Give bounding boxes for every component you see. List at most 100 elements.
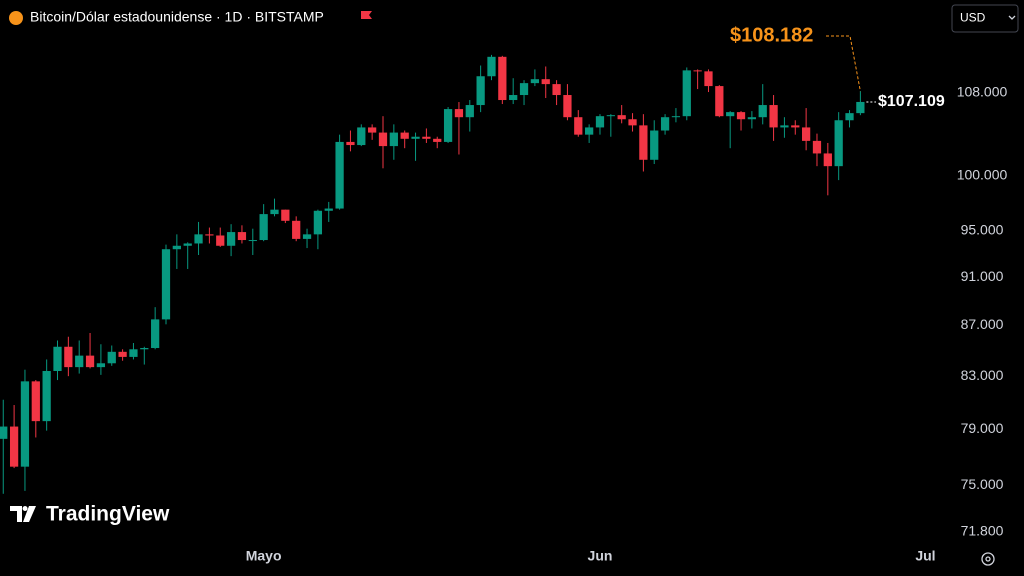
candle-body	[693, 70, 702, 72]
candle-body	[313, 210, 323, 235]
candle-body	[118, 351, 127, 357]
candle-body	[237, 232, 247, 241]
candle-body	[660, 117, 670, 131]
candle-body	[606, 115, 615, 117]
candle-body	[617, 115, 626, 120]
candle-body	[628, 119, 637, 126]
y-tick-label: 83.000	[961, 367, 1004, 383]
candle-body	[552, 84, 561, 96]
candle-body	[96, 363, 106, 368]
currency-label: USD	[960, 11, 986, 25]
candle-body	[812, 140, 822, 154]
tv-logo	[10, 506, 36, 522]
annotation-line	[826, 35, 861, 92]
candle-body	[433, 138, 442, 142]
candle-body	[747, 117, 756, 120]
candle-body	[378, 132, 388, 147]
candle-body	[856, 101, 865, 114]
y-tick-label: 91.000	[961, 268, 1004, 284]
y-tick-label: 75.000	[961, 476, 1004, 492]
candle-body	[650, 130, 659, 160]
chevron	[1008, 15, 1016, 20]
candle-body	[85, 355, 95, 368]
candle-body	[704, 71, 713, 87]
candle-body	[585, 127, 594, 135]
candle-body	[161, 249, 171, 320]
candle-body	[248, 240, 257, 242]
candle-body	[769, 105, 778, 128]
candle-body	[541, 79, 550, 85]
candle-body	[20, 381, 30, 467]
flag-icon	[361, 11, 372, 19]
candle-body	[259, 214, 268, 241]
bitcoin-icon	[9, 11, 23, 25]
candle-body	[31, 381, 40, 422]
candle-body	[530, 79, 540, 84]
candle-body	[368, 127, 377, 133]
candle-body	[465, 105, 474, 118]
candle-body	[595, 116, 605, 128]
candle-body	[0, 426, 8, 439]
candle-body	[791, 125, 800, 128]
candle-body	[411, 136, 420, 139]
candle-body	[726, 112, 735, 117]
candle-body	[736, 112, 746, 120]
y-tick-label: 87.000	[961, 316, 1004, 332]
currency-select[interactable]	[951, 4, 1019, 33]
settings-icon[interactable]	[981, 552, 995, 566]
candle-body	[563, 95, 572, 118]
candle-body	[574, 117, 583, 135]
last-price-label: $107.109	[878, 93, 945, 110]
candle-body	[75, 355, 84, 368]
candle-body	[292, 220, 301, 239]
plot-area	[0, 54, 865, 494]
candle-body	[834, 120, 843, 167]
candle-body	[400, 132, 409, 139]
candle-body	[205, 234, 214, 236]
y-tick-label: 95.000	[961, 222, 1004, 238]
candle-body	[281, 209, 290, 221]
y-tick-label: 108.000	[957, 84, 1008, 100]
candle-body	[639, 125, 648, 160]
candle-body	[270, 209, 279, 215]
candle-body	[519, 83, 529, 96]
candle-body	[802, 127, 811, 141]
candle-body	[422, 136, 431, 139]
annotation-label: $108.182	[730, 24, 813, 46]
candle-body	[194, 234, 203, 244]
x-tick-label: Jul	[915, 548, 935, 564]
chart-title: Bitcoin/Dólar estadounidense · 1D · BITS…	[30, 9, 324, 25]
y-tick-label: 79.000	[961, 420, 1004, 436]
candle-body	[216, 235, 225, 246]
candle-body	[487, 56, 496, 77]
candle-body	[671, 116, 681, 118]
candle-body	[129, 349, 138, 357]
candle-body	[454, 109, 464, 118]
candle-body	[346, 141, 355, 146]
candle-body	[823, 153, 832, 167]
candle-body	[509, 95, 518, 101]
candle-body	[53, 346, 62, 371]
candle-body	[758, 105, 767, 118]
candle-body	[172, 245, 181, 250]
candle-body	[64, 346, 73, 368]
candle-body	[357, 127, 366, 146]
candle-body	[335, 141, 344, 209]
candle-body	[140, 348, 149, 350]
candle-body	[302, 234, 312, 239]
y-tick-label: 71.800	[961, 523, 1004, 539]
candle-body	[42, 370, 51, 422]
candle-body	[151, 319, 160, 349]
candle-body	[780, 125, 789, 128]
candle-body	[226, 232, 236, 246]
candle-body	[183, 243, 192, 246]
candle-body	[443, 109, 453, 142]
y-tick-label: 100.000	[957, 166, 1008, 182]
candle-body	[682, 70, 691, 117]
candle-body	[845, 113, 854, 121]
candle-body	[715, 86, 724, 117]
settings-icon-center	[985, 556, 991, 562]
